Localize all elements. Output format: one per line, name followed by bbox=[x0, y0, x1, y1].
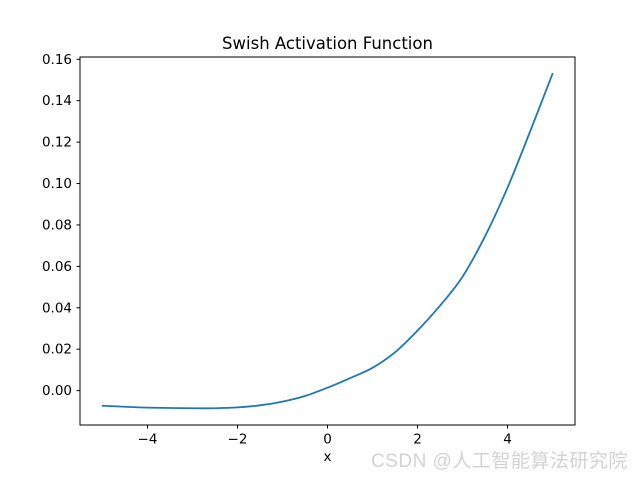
y-tick-label: 0.14 bbox=[42, 93, 72, 109]
x-tick-label: −4 bbox=[138, 432, 158, 448]
y-tick-label: 0.08 bbox=[42, 217, 72, 233]
swish-curve bbox=[101, 72, 554, 410]
y-tick-label: 0.04 bbox=[42, 300, 72, 316]
y-tick-label: 0.02 bbox=[42, 342, 72, 358]
x-tick-label: 2 bbox=[413, 432, 422, 448]
x-tick-label: 0 bbox=[323, 432, 332, 448]
x-tick-label: −2 bbox=[228, 432, 248, 448]
y-tick-label: 0.10 bbox=[42, 176, 72, 192]
watermark: CSDN @人工智能算法研究院 bbox=[371, 451, 628, 472]
y-tick-label: 0.06 bbox=[42, 259, 72, 275]
y-tick-label: 0.00 bbox=[42, 383, 72, 399]
chart-title: Swish Activation Function bbox=[222, 34, 433, 53]
x-tick-label: 4 bbox=[503, 432, 512, 448]
y-tick-label: 0.16 bbox=[42, 52, 72, 68]
y-tick-label: 0.12 bbox=[42, 135, 72, 151]
x-axis-label: x bbox=[323, 449, 332, 465]
axes-frame bbox=[79, 56, 576, 426]
